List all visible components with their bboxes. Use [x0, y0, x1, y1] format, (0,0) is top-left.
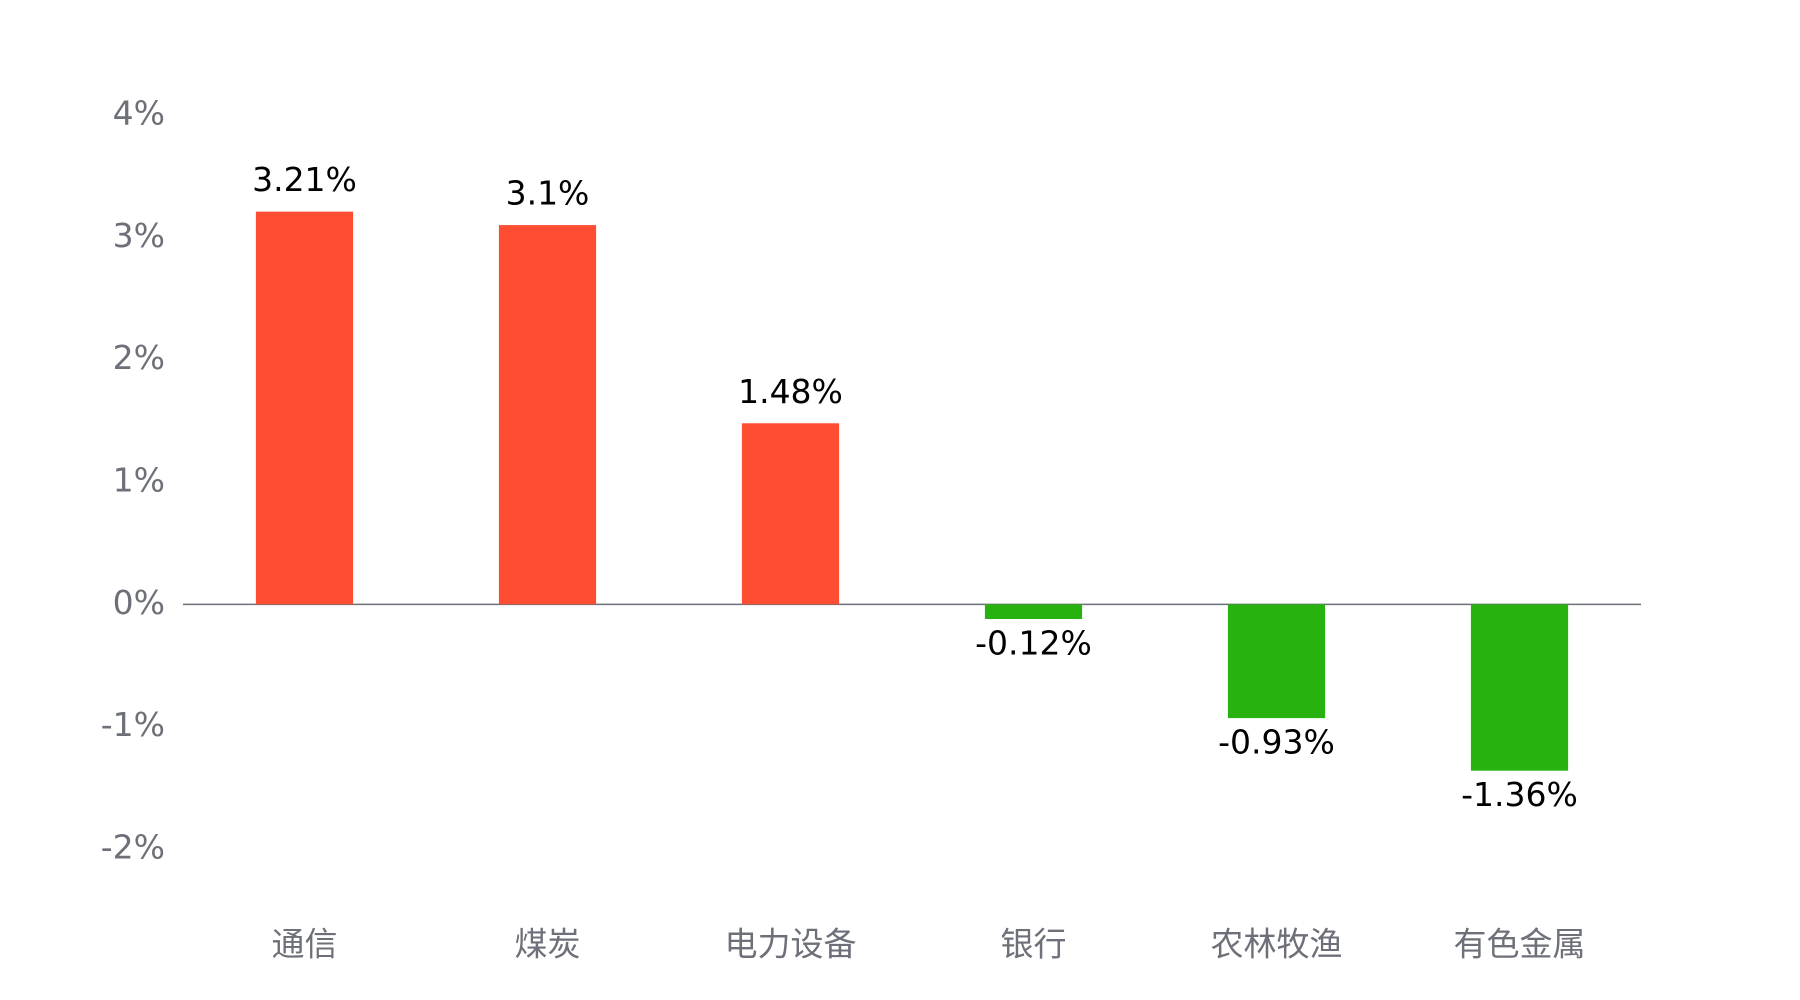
- y-tick-label: 2%: [113, 338, 165, 377]
- data-label: -0.93%: [1218, 723, 1335, 762]
- bar: [984, 604, 1083, 620]
- data-label: 3.1%: [506, 174, 590, 213]
- y-tick-label: 1%: [113, 461, 165, 500]
- x-tick-label: 银行: [1001, 925, 1067, 964]
- y-tick-label: -2%: [101, 828, 165, 867]
- y-tick-label: 0%: [113, 583, 165, 622]
- data-label: 3.21%: [252, 160, 357, 199]
- y-tick-label: 3%: [113, 216, 165, 255]
- bar: [255, 211, 354, 605]
- data-label: 1.48%: [738, 372, 843, 411]
- bar: [1470, 604, 1569, 771]
- x-tick-label: 有色金属: [1454, 925, 1586, 964]
- bar: [1227, 604, 1326, 719]
- bar: [741, 423, 840, 605]
- bar: [498, 225, 597, 605]
- x-tick-label: 煤炭: [515, 925, 581, 964]
- x-tick-label: 农林牧渔: [1211, 925, 1343, 964]
- data-label: -0.12%: [975, 624, 1092, 663]
- data-label: -1.36%: [1461, 775, 1578, 814]
- y-tick-label: -1%: [101, 705, 165, 744]
- x-tick-label: 电力设备: [725, 925, 857, 964]
- y-tick-label: 4%: [113, 94, 165, 133]
- x-tick-label: 通信: [272, 925, 338, 964]
